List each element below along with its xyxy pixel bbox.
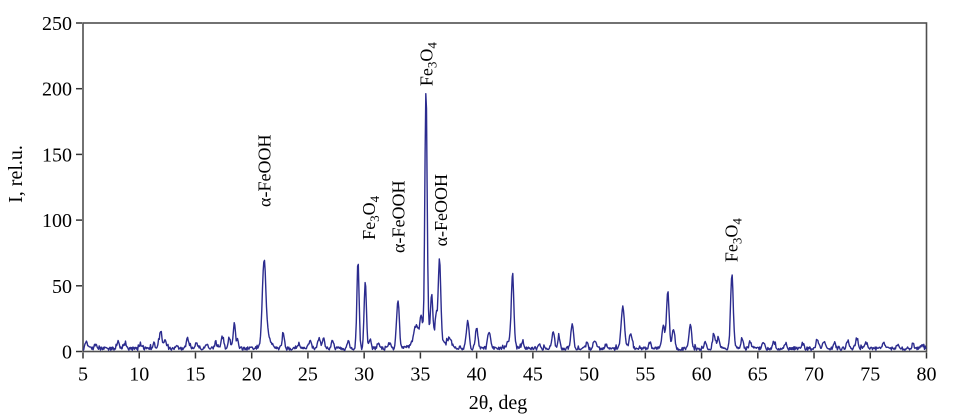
peak-annotation: Fe3O4 bbox=[417, 42, 440, 87]
x-axis-title: 2θ, deg bbox=[469, 392, 527, 414]
peak-annotation: α-FeOOH bbox=[431, 174, 451, 246]
y-tick-label: 150 bbox=[42, 144, 72, 166]
axis-tick-labels: 5 10 15 20 25 30 35 40 45 50 55 60 65 70 75 80 0 50 100 150… bbox=[42, 13, 937, 386]
x-tick-label: 10 bbox=[129, 364, 149, 386]
axis-ticks bbox=[76, 22, 928, 359]
x-tick-label: 60 bbox=[692, 364, 712, 386]
x-tick-label: 50 bbox=[579, 364, 599, 386]
y-tick-label: 250 bbox=[42, 13, 72, 35]
x-tick-label: 55 bbox=[635, 364, 655, 386]
x-tick-label: 5 bbox=[78, 364, 88, 386]
peak-annotation: Fe3O4 bbox=[359, 195, 382, 240]
x-tick-label: 30 bbox=[354, 364, 374, 386]
x-tick-label: 80 bbox=[917, 364, 937, 386]
y-tick-label: 0 bbox=[62, 342, 72, 364]
y-tick-label: 100 bbox=[42, 210, 72, 232]
x-tick-label: 65 bbox=[748, 364, 768, 386]
x-tick-label: 20 bbox=[242, 364, 262, 386]
x-tick-label: 15 bbox=[185, 364, 205, 386]
plot-border bbox=[82, 22, 928, 353]
x-tick-label: 40 bbox=[467, 364, 487, 386]
peak-annotation: α-FeOOH bbox=[388, 181, 408, 253]
plot-border-rect bbox=[82, 22, 928, 353]
x-tick-label: 70 bbox=[804, 364, 824, 386]
x-tick-label: 25 bbox=[298, 364, 318, 386]
x-tick-label: 45 bbox=[523, 364, 543, 386]
y-axis-title: I, rel.u. bbox=[5, 145, 27, 203]
y-tick-label: 50 bbox=[52, 276, 72, 298]
diffraction-trace bbox=[82, 92, 927, 351]
x-tick-label: 35 bbox=[410, 364, 430, 386]
peak-annotation: α-FeOOH bbox=[255, 135, 275, 207]
peak-annotations: α-FeOOH Fe3O4 α-FeOOH Fe3O4 α-FeOOH Fe3O4 bbox=[255, 42, 745, 263]
xrd-trace bbox=[82, 92, 927, 351]
peak-annotation: Fe3O4 bbox=[721, 218, 744, 263]
x-tick-label: 75 bbox=[860, 364, 880, 386]
y-tick-label: 200 bbox=[42, 79, 72, 101]
